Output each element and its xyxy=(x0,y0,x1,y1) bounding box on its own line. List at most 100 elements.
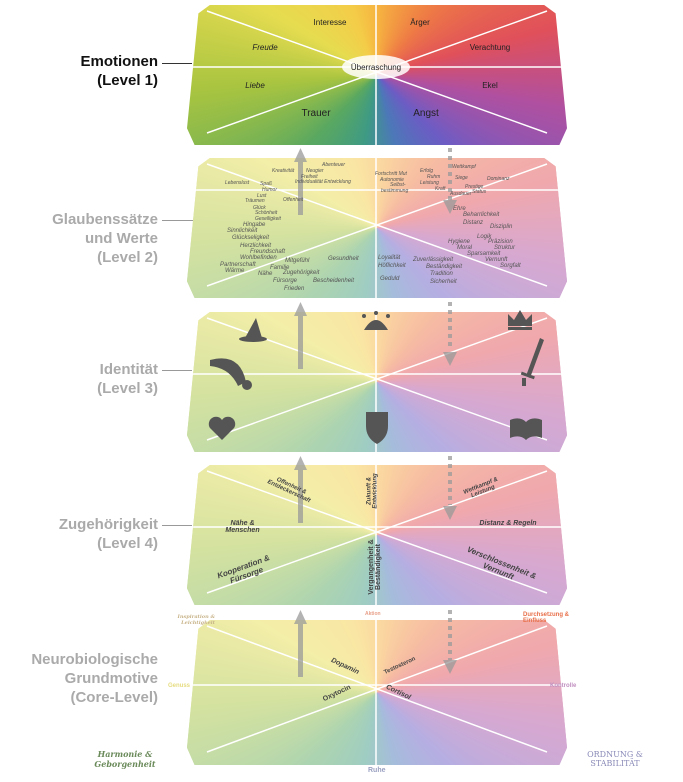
value-word: Vernunft xyxy=(485,257,508,263)
value-word: Selbst- xyxy=(390,182,406,188)
value-word: Humor xyxy=(262,187,278,193)
emotion-liebe: Liebe xyxy=(245,81,265,90)
value-word: Zuverlässigkeit xyxy=(413,257,454,263)
emotion-interesse: Interesse xyxy=(313,18,347,27)
level-2-label: Glaubenssätze und Werte (Level 2) xyxy=(10,210,158,267)
level-4-label: Zugehörigkeit (Level 4) xyxy=(20,515,158,553)
value-word: Hingabe xyxy=(243,222,266,228)
level-3-label: Identität (Level 3) xyxy=(40,360,158,398)
value-word: Offenheit xyxy=(283,197,304,203)
level-subtitle: (Core-Level) xyxy=(70,689,158,706)
value-word: Freiheit xyxy=(301,174,318,180)
value-word: Lust xyxy=(257,193,267,199)
level-title: und Werte xyxy=(84,230,158,247)
emotions-panel xyxy=(187,5,567,145)
emotion-ueberraschung: Überraschung xyxy=(350,63,402,72)
connector-line xyxy=(162,525,192,526)
connector-line xyxy=(162,63,192,64)
value-word: Partnerschaft xyxy=(220,262,256,268)
value-word: Gesundheit xyxy=(328,256,359,262)
belonging-panel xyxy=(187,465,567,605)
value-word: Ruhm xyxy=(427,174,441,180)
value-word: Ausdauer xyxy=(450,191,472,197)
value-word: Glückseligkeit xyxy=(232,235,270,241)
level-title: Emotionen xyxy=(80,53,159,70)
emotion-freude: Freude xyxy=(252,43,278,52)
core-genuss: Genuss xyxy=(168,683,191,689)
core-harmonie: Harmonie & Geborgenheit xyxy=(94,749,156,769)
value-word: Leistung xyxy=(420,180,439,186)
core-kontrolle: Kontrolle xyxy=(550,683,577,689)
connector-line xyxy=(162,370,192,371)
value-word: Struktur xyxy=(494,245,516,251)
connector-line xyxy=(162,220,197,221)
emotion-aerger: Ärger xyxy=(410,18,430,27)
value-word: Fortschritt Mut xyxy=(375,171,407,177)
core-ordnung: Ordnung & Stabilität xyxy=(587,750,643,768)
emotion-trauer: Trauer xyxy=(301,108,331,119)
values-panel xyxy=(187,158,567,298)
value-word: Disziplin xyxy=(490,224,513,230)
value-word: Glück xyxy=(253,205,266,211)
value-word: Freundschaft xyxy=(250,249,286,255)
value-word: Abenteuer xyxy=(322,162,346,168)
level-subtitle: (Level 3) xyxy=(97,380,158,397)
value-word: Status xyxy=(472,189,487,195)
value-word: Wärme xyxy=(225,268,245,274)
core-inspiration: Inspiration & Leichtigkeit xyxy=(177,614,216,626)
value-word: Hygiene xyxy=(448,239,471,245)
value-word: Autonomie xyxy=(380,177,404,183)
value-word: Beharrlichkeit xyxy=(463,212,500,218)
value-word: Bescheidenheit xyxy=(313,278,355,284)
value-word: Präzision xyxy=(488,239,513,245)
value-word: Sicherheit xyxy=(430,279,457,285)
value-word: Geduld xyxy=(380,276,400,282)
value-word: Wettkampf xyxy=(452,164,476,170)
value-word: Höflichkeit xyxy=(378,263,406,269)
value-word: Spaß xyxy=(260,181,272,187)
value-word: Moral xyxy=(457,245,473,251)
value-word: Dominanz xyxy=(487,176,510,182)
level-title: Zugehörigkeit xyxy=(58,516,158,533)
value-word: Erfolg xyxy=(420,168,434,174)
value-word: Nähe xyxy=(258,271,273,277)
value-word: Tradition xyxy=(430,271,453,277)
value-word: Logik xyxy=(477,234,492,240)
core-ruhe: Ruhe xyxy=(368,767,386,774)
level-title: Grundmotive xyxy=(64,670,158,687)
value-word: Mitgefühl xyxy=(285,258,310,264)
value-word: Familie xyxy=(270,265,290,271)
core-panel xyxy=(187,620,567,765)
value-word: Loyalität xyxy=(378,255,401,261)
value-word: Träumen xyxy=(245,198,265,204)
value-word: Neugier xyxy=(306,168,324,174)
belonging-naehe: Nähe & Menschen xyxy=(225,520,260,534)
belonging-distanz: Distanz & Regeln xyxy=(479,520,537,527)
value-word: Siege xyxy=(455,175,468,181)
level-subtitle: (Level 1) xyxy=(97,72,158,89)
value-word: Fürsorge xyxy=(273,278,298,284)
value-word: Schönheit xyxy=(255,210,278,216)
value-word: Kreativität xyxy=(272,168,295,174)
value-word: Individualität Entwicklung xyxy=(295,179,351,185)
identity-panel xyxy=(187,312,567,452)
value-word: Ehre xyxy=(453,206,466,212)
level-title: Neurobiologische xyxy=(31,651,158,668)
emotion-verachtung: Verachtung xyxy=(469,43,511,52)
value-word: Sorgfalt xyxy=(500,263,521,269)
level-1-label: Emotionen (Level 1) xyxy=(40,52,159,90)
value-word: bestimmung xyxy=(381,188,409,194)
value-word: Beständigkeit xyxy=(426,264,463,270)
belonging-vergangenheit: Vergangenheit & Beständigkeit xyxy=(368,539,382,595)
level-subtitle: (Level 4) xyxy=(97,535,158,552)
value-word: Zugehörigkeit xyxy=(283,270,320,276)
value-word: Geselligkeit xyxy=(255,216,281,222)
level-title: Glaubenssätze xyxy=(52,211,158,228)
core-durchsetzung: Durchsetzung & Einfluss xyxy=(523,612,570,624)
level-title: Identität xyxy=(99,361,158,378)
value-word: Wohlbefinden xyxy=(240,255,277,261)
value-word: Distanz xyxy=(463,220,484,226)
value-word: Kraft xyxy=(435,186,446,192)
level-subtitle: (Level 2) xyxy=(97,249,158,266)
belonging-zukunft: Zukunft & Entwicklung xyxy=(366,473,379,509)
